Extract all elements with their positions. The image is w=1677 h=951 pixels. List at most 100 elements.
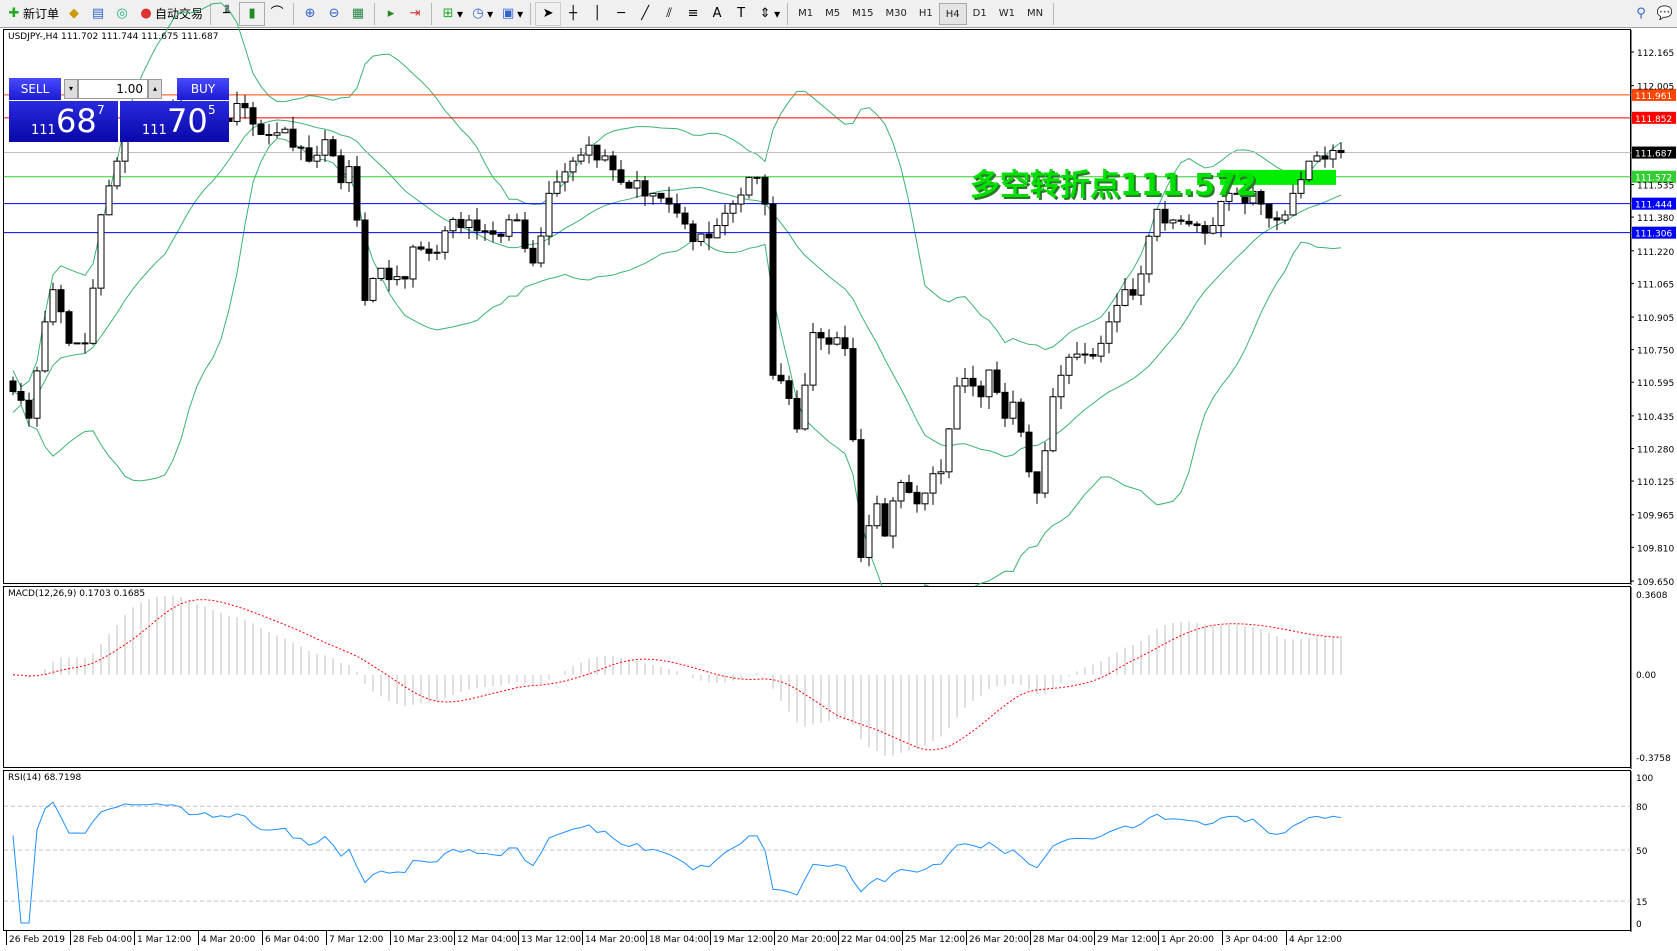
- timeframe-h1[interactable]: H1: [918, 7, 933, 19]
- candle-body: [617, 169, 625, 183]
- candle: [1241, 183, 1249, 215]
- candle: [1073, 342, 1081, 361]
- text-label-button[interactable]: T: [729, 2, 753, 26]
- bar-chart-button[interactable]: ╨: [215, 2, 239, 26]
- chart-shift-button[interactable]: ▸: [379, 2, 403, 26]
- candle: [73, 342, 81, 345]
- fibonacci-button[interactable]: ⫽: [657, 2, 681, 26]
- time-label: 29 Mar 12:00: [1094, 931, 1157, 945]
- candle-body: [105, 185, 113, 216]
- candle-body: [641, 180, 649, 197]
- line-chart-button[interactable]: ⌒: [265, 2, 289, 26]
- candle: [721, 204, 729, 236]
- timeframe-m15[interactable]: M15: [852, 7, 874, 19]
- candle-body: [793, 397, 801, 430]
- signals-button[interactable]: ◎: [110, 2, 134, 26]
- search-button[interactable]: ⚲: [1629, 2, 1653, 26]
- price-tick-label: 110.905: [1637, 314, 1674, 324]
- candle-body: [801, 384, 809, 430]
- separator: [374, 2, 376, 25]
- candle: [1257, 189, 1265, 215]
- crosshair-button[interactable]: ┼: [561, 2, 585, 26]
- candle-body: [1105, 321, 1113, 344]
- price-chart-canvas[interactable]: 111.961 111.852 111.687 111.572 111.444 111.3…: [4, 2, 1676, 610]
- auto-trading-button[interactable]: ● 自动交易: [134, 2, 206, 26]
- timeframe-m5[interactable]: M5: [825, 7, 841, 19]
- indicators-button[interactable]: ⊞ ▾: [436, 2, 466, 26]
- lot-increase-button[interactable]: ▴: [148, 79, 162, 99]
- new-order-label: 新订单: [23, 7, 60, 21]
- candle-body: [1129, 289, 1137, 296]
- candle: [633, 171, 641, 198]
- candle: [321, 129, 329, 162]
- bid-price-button[interactable]: 111 68 7: [9, 101, 118, 142]
- arrows-button[interactable]: ⇕ ▾: [753, 2, 783, 26]
- annotation-text: 多空转折点111.572: [970, 168, 1257, 203]
- chat-button[interactable]: 💬: [1653, 2, 1677, 26]
- candle-body: [89, 287, 97, 344]
- zoom-in-button[interactable]: ⊕: [298, 2, 322, 26]
- candle-body: [1057, 374, 1065, 398]
- timeframe-m30[interactable]: M30: [885, 7, 907, 19]
- lot-input[interactable]: 1.00: [78, 79, 148, 99]
- macd-panel[interactable]: 0.3608 0.00 -0.3758 MACD(12,26,9) 0.1703 0…: [3, 586, 1671, 769]
- rsi-line: [12, 801, 1342, 924]
- bar-chart-icon: ╨: [223, 5, 231, 21]
- candle: [1161, 201, 1169, 231]
- candle-body: [297, 146, 305, 149]
- candle: [793, 390, 801, 433]
- navigator-button[interactable]: ▤: [86, 2, 110, 26]
- market-watch-button[interactable]: ◆: [62, 2, 86, 26]
- candle-body: [1185, 220, 1193, 225]
- candle: [105, 179, 113, 216]
- candle: [1065, 353, 1073, 385]
- text-button[interactable]: A: [705, 2, 729, 26]
- candle-body: [233, 103, 241, 122]
- candle: [1177, 215, 1185, 225]
- candle-body: [633, 180, 641, 189]
- level-price-tag: [1632, 170, 1676, 183]
- sell-button[interactable]: SELL: [9, 78, 61, 100]
- rsi-panel[interactable]: 100 80 50 15 0 RSI(14) 68.7198: [3, 770, 1653, 932]
- bollinger-upper: [12, 2, 1342, 388]
- timeframe-w1[interactable]: W1: [998, 7, 1015, 19]
- channel-button[interactable]: ≡: [681, 2, 705, 26]
- market-watch-icon: ◆: [69, 5, 80, 21]
- ask-sup: 5: [208, 103, 216, 117]
- timeframe-mn[interactable]: MN: [1026, 7, 1044, 19]
- timeframe-d1[interactable]: D1: [972, 7, 987, 19]
- candle-body: [833, 337, 841, 345]
- tile-windows-icon: ▦: [351, 5, 365, 21]
- candle: [849, 337, 857, 443]
- zoom-out-button[interactable]: ⊖: [322, 2, 346, 26]
- templates-button[interactable]: ▣ ▾: [496, 2, 526, 26]
- horizontal-line-button[interactable]: ─: [609, 2, 633, 26]
- candle-body: [593, 144, 601, 161]
- candlestick-button[interactable]: ▮: [239, 1, 266, 26]
- candle: [473, 207, 481, 240]
- candle: [1121, 278, 1129, 307]
- ask-price-button[interactable]: 111 70 5: [120, 101, 229, 142]
- candle: [641, 176, 649, 207]
- candle-body: [377, 267, 385, 279]
- cursor-button[interactable]: ➤: [535, 1, 562, 26]
- price-chart[interactable]: 111.961 111.852 111.687 111.572 111.444 111.3…: [3, 2, 1676, 610]
- timeframe-h4[interactable]: H4: [938, 2, 967, 25]
- candle-body: [521, 219, 529, 249]
- trendline-button[interactable]: ╱: [633, 2, 657, 26]
- candle: [1025, 424, 1033, 478]
- candle: [81, 332, 89, 354]
- candle: [745, 176, 753, 199]
- candle-body: [433, 251, 441, 254]
- vertical-line-button[interactable]: │: [585, 2, 609, 26]
- periods-button[interactable]: ◷ ▾: [466, 2, 496, 26]
- candle: [953, 377, 961, 430]
- candle: [713, 218, 721, 239]
- new-order-button[interactable]: ✚ 新订单: [2, 2, 62, 26]
- timeframe-m1[interactable]: M1: [798, 7, 814, 19]
- autoscroll-button[interactable]: ⇥: [403, 2, 427, 26]
- tile-windows-button[interactable]: ▦: [346, 2, 370, 26]
- lot-decrease-button[interactable]: ▾: [64, 79, 78, 99]
- buy-button[interactable]: BUY: [177, 78, 229, 100]
- candle: [1249, 186, 1257, 206]
